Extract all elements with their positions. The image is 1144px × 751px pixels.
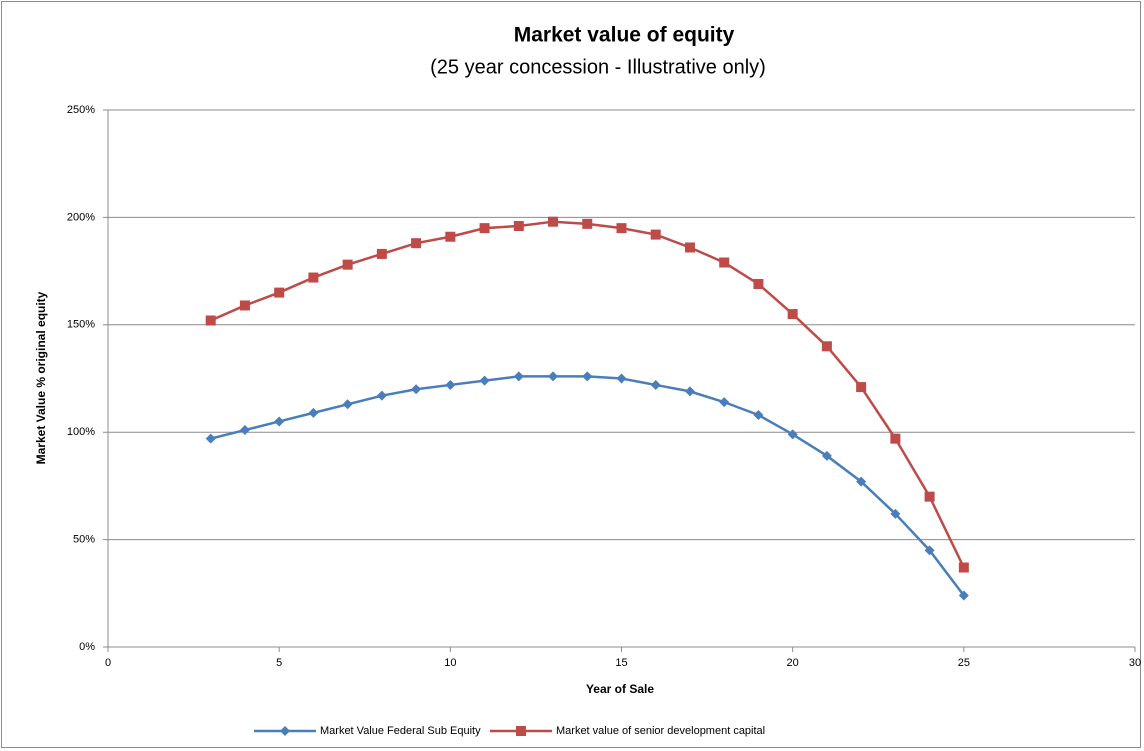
chart-title: Market value of equity: [514, 24, 735, 47]
point: [821, 450, 832, 461]
point: [445, 231, 456, 242]
legend-label: Market Value Federal Sub Equity: [320, 725, 481, 737]
point: [582, 371, 593, 382]
point: [445, 379, 456, 390]
point: [650, 379, 661, 390]
point: [856, 382, 867, 393]
point: [924, 491, 935, 502]
legend-marker: [280, 726, 290, 736]
x-tick-label: 15: [615, 657, 627, 669]
point: [205, 315, 216, 326]
point: [582, 218, 593, 229]
y-tick-label: 100%: [67, 426, 95, 438]
x-axis-label: Year of Sale: [586, 682, 654, 696]
point: [787, 309, 798, 320]
chart-subtitle: (25 year concession - Illustrative only): [430, 56, 766, 78]
point: [239, 300, 250, 311]
point: [548, 216, 559, 227]
point: [308, 407, 319, 418]
point: [924, 545, 935, 556]
point: [274, 287, 285, 298]
point: [342, 399, 353, 410]
x-tick-label: 5: [276, 657, 282, 669]
point: [513, 371, 524, 382]
point: [411, 384, 422, 395]
point: [548, 371, 559, 382]
y-tick-label: 250%: [67, 104, 95, 116]
point: [753, 278, 764, 289]
point: [890, 508, 901, 519]
point: [890, 433, 901, 444]
point: [342, 259, 353, 270]
x-tick-label: 10: [444, 657, 456, 669]
y-tick-label: 0%: [79, 641, 95, 653]
point: [787, 429, 798, 440]
point: [958, 562, 969, 573]
point: [479, 223, 490, 234]
point: [719, 397, 730, 408]
point: [376, 390, 387, 401]
point: [274, 416, 285, 427]
point: [856, 476, 867, 487]
point: [205, 433, 216, 444]
legend-marker: [516, 726, 526, 736]
point: [411, 238, 422, 249]
point: [650, 229, 661, 240]
point: [821, 341, 832, 352]
point: [753, 410, 764, 421]
legend-label: Market value of senior development capit…: [556, 725, 765, 737]
point: [616, 373, 627, 384]
point: [479, 375, 490, 386]
point: [376, 248, 387, 259]
point: [684, 386, 695, 397]
point: [719, 257, 730, 268]
x-tick-label: 25: [958, 657, 970, 669]
point: [513, 220, 524, 231]
y-tick-label: 50%: [73, 534, 95, 546]
y-axis-label: Market Value % original equity: [34, 291, 48, 464]
x-tick-label: 30: [1129, 657, 1141, 669]
point: [616, 223, 627, 234]
x-tick-label: 0: [105, 657, 111, 669]
y-tick-label: 200%: [67, 211, 95, 223]
point: [308, 272, 319, 283]
point: [239, 425, 250, 436]
point: [958, 590, 969, 601]
y-tick-label: 150%: [67, 319, 95, 331]
point: [684, 242, 695, 253]
x-tick-label: 20: [787, 657, 799, 669]
